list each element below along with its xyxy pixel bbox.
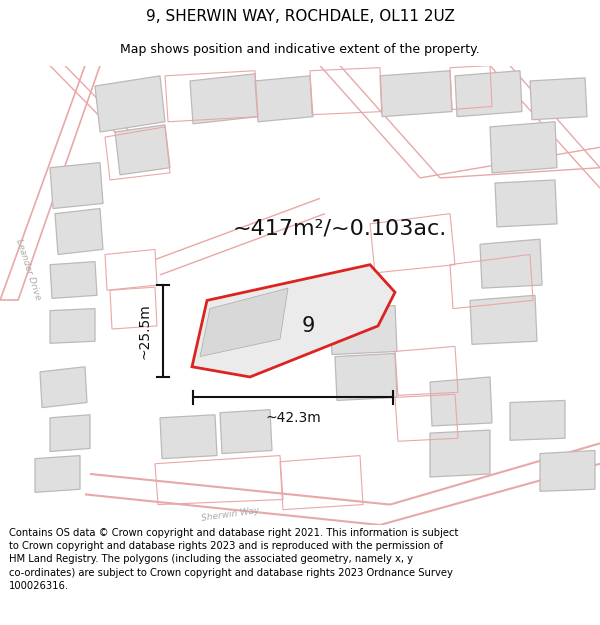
Polygon shape	[95, 76, 165, 132]
Polygon shape	[330, 306, 397, 354]
Polygon shape	[50, 262, 97, 298]
Polygon shape	[190, 74, 258, 124]
Text: ~42.3m: ~42.3m	[265, 411, 321, 425]
Polygon shape	[430, 377, 492, 426]
Polygon shape	[55, 209, 103, 254]
Polygon shape	[115, 125, 170, 175]
Polygon shape	[490, 122, 557, 172]
Text: Map shows position and indicative extent of the property.: Map shows position and indicative extent…	[120, 42, 480, 56]
Polygon shape	[160, 415, 217, 459]
Polygon shape	[455, 71, 522, 117]
Polygon shape	[495, 180, 557, 227]
Polygon shape	[50, 162, 103, 209]
Polygon shape	[430, 430, 490, 477]
Polygon shape	[192, 265, 395, 377]
Polygon shape	[50, 309, 95, 343]
Text: Contains OS data © Crown copyright and database right 2021. This information is : Contains OS data © Crown copyright and d…	[9, 528, 458, 591]
Polygon shape	[530, 78, 587, 120]
Text: 9, SHERWIN WAY, ROCHDALE, OL11 2UZ: 9, SHERWIN WAY, ROCHDALE, OL11 2UZ	[146, 9, 454, 24]
Polygon shape	[480, 239, 542, 288]
Polygon shape	[50, 415, 90, 451]
Polygon shape	[335, 354, 397, 401]
Polygon shape	[540, 451, 595, 491]
Polygon shape	[40, 367, 87, 408]
Polygon shape	[220, 409, 272, 454]
Text: Sherwin Way: Sherwin Way	[200, 506, 260, 523]
Polygon shape	[380, 71, 452, 117]
Polygon shape	[510, 401, 565, 440]
Text: ~25.5m: ~25.5m	[138, 303, 152, 359]
Polygon shape	[470, 295, 537, 344]
Text: Leander Drive: Leander Drive	[14, 238, 42, 301]
Polygon shape	[255, 76, 313, 122]
Polygon shape	[35, 456, 80, 493]
Polygon shape	[200, 288, 288, 356]
Text: ~417m²/~0.103ac.: ~417m²/~0.103ac.	[233, 219, 447, 239]
Text: 9: 9	[301, 316, 314, 336]
